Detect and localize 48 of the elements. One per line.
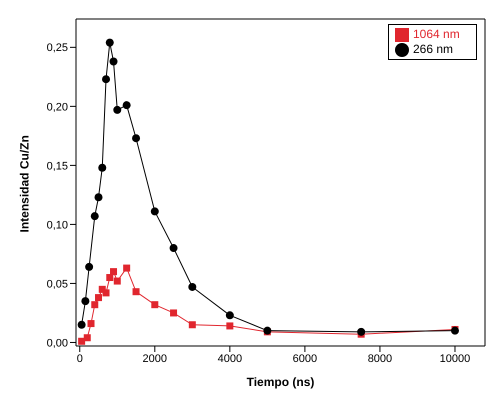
- x-tick-label: 2000: [142, 352, 168, 365]
- point: [102, 75, 110, 84]
- x-axis-title: Tiempo (ns): [246, 375, 314, 389]
- x-tick-label: 10000: [440, 352, 470, 365]
- point: [106, 38, 114, 47]
- point: [113, 106, 122, 114]
- point: [85, 262, 94, 271]
- legend-label: 1064 nm: [413, 27, 460, 41]
- point: [188, 321, 196, 328]
- point: [122, 101, 131, 110]
- x-tick-label: 4000: [218, 352, 242, 365]
- point: [95, 294, 102, 302]
- point: [81, 297, 90, 306]
- point: [78, 320, 86, 329]
- legend-label: 266 nm: [413, 42, 454, 56]
- point: [110, 58, 118, 66]
- point: [91, 301, 98, 308]
- y-axis-title: Intensidad Cu/Zn: [17, 135, 32, 232]
- point: [110, 268, 118, 276]
- point: [151, 301, 158, 308]
- point: [114, 278, 121, 285]
- y-tick-label: 0,20: [46, 101, 68, 114]
- point: [90, 212, 99, 220]
- y-tick-label: 0,10: [46, 219, 68, 232]
- point: [226, 311, 234, 320]
- point: [88, 320, 95, 328]
- point: [188, 282, 196, 291]
- y-tick-label: 0,00: [46, 337, 68, 350]
- point: [132, 134, 140, 142]
- point: [94, 193, 103, 202]
- y-tick-label: 0,15: [46, 160, 68, 172]
- point: [106, 274, 114, 282]
- point: [84, 334, 91, 342]
- point: [357, 328, 366, 336]
- point: [132, 288, 140, 296]
- point: [150, 207, 159, 216]
- x-tick-label: 6000: [292, 352, 318, 365]
- x-tick-label: 8000: [368, 352, 392, 365]
- point: [226, 322, 234, 330]
- point: [98, 164, 106, 172]
- point: [170, 309, 178, 316]
- x-tick-label: 0: [76, 352, 83, 365]
- point: [123, 264, 130, 272]
- y-tick-label: 0,25: [46, 42, 68, 54]
- point: [170, 244, 178, 252]
- point: [102, 289, 110, 296]
- y-tick-label: 0,05: [46, 278, 68, 290]
- point: [78, 338, 86, 345]
